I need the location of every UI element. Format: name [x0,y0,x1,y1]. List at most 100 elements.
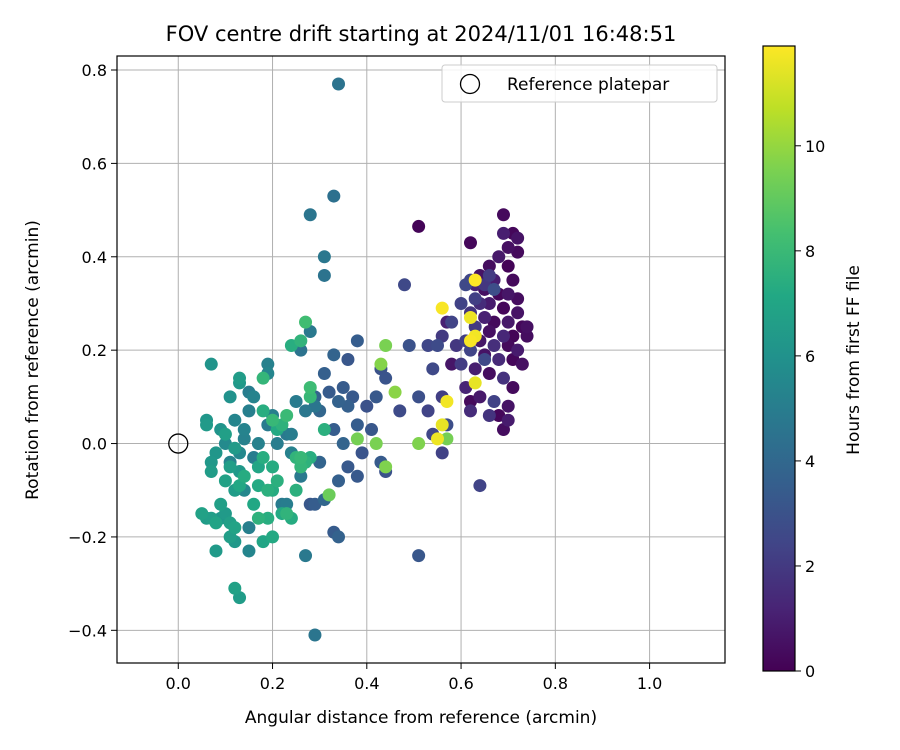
data-point [421,404,435,418]
plot-area-border [116,55,726,664]
data-point [501,315,515,329]
x-tick-label: 1.0 [637,674,662,693]
data-point [303,208,317,222]
data-point [195,507,209,521]
data-point [369,390,383,404]
data-point [501,287,515,301]
data-point [228,581,242,595]
data-point [511,306,525,320]
data-point [412,390,426,404]
data-point [482,367,496,381]
data-point [247,497,261,511]
data-point [445,315,459,329]
data-point [421,338,435,352]
data-point [242,521,256,535]
data-point [398,278,412,292]
data-point [322,385,336,399]
data-point [463,310,477,324]
data-point [242,404,256,418]
data-point [294,460,308,474]
data-point [204,357,218,371]
data-point [445,357,459,371]
data-point [482,259,496,273]
colorbar-gradient [762,45,796,672]
data-point [294,451,308,465]
legend: Reference platepar [441,64,718,103]
data-point [402,338,416,352]
data-point [388,385,402,399]
y-tick-label: 0.2 [82,341,107,360]
data-point [299,404,313,418]
data-point [496,329,510,343]
data-point [506,273,520,287]
legend-marker-reference [459,73,481,95]
data-point [454,357,468,371]
y-axis-ticks: −0.4 −0.2 0.0 0.2 0.4 0.6 0.8 [68,61,117,640]
data-point [317,367,331,381]
data-point [200,418,214,432]
data-point [332,474,346,488]
data-point [379,371,393,385]
data-point [256,451,270,465]
x-tick-label: 0.0 [166,674,191,693]
data-point [435,446,449,460]
x-tick-label: 0.4 [354,674,379,693]
data-point [496,226,510,240]
data-point [482,409,496,423]
colorbar: 0 2 4 6 8 10 Hours from first FF file [762,45,864,681]
colorbar-label: Hours from first FF file [844,265,864,455]
data-point [463,343,477,357]
data-point [496,208,510,222]
data-point [492,353,506,366]
data-point [501,240,515,254]
data-point [336,381,350,395]
data-point [261,357,275,371]
x-axis-label: Angular distance from reference (arcmin) [245,708,597,728]
data-point [440,432,454,446]
data-point [294,469,308,483]
data-point [350,418,364,432]
data-point [223,460,237,474]
data-point [299,315,313,329]
data-point [350,334,364,348]
data-point [228,413,242,427]
colorbar-tick-label: 8 [805,242,815,261]
legend-entry-reference-platepar: Reference platepar [507,75,669,95]
data-point [520,329,534,343]
data-point [218,474,232,488]
data-point [454,296,468,310]
x-axis-ticks: 0.0 0.2 0.4 0.6 0.8 1.0 [166,663,662,693]
data-point [435,418,449,432]
data-point [412,549,426,563]
data-point [303,390,317,404]
data-point [233,371,247,385]
data-point [478,353,492,366]
data-point [332,395,346,409]
data-point [412,219,426,233]
data-point [487,395,501,409]
data-point [327,348,341,362]
data-point [261,511,275,525]
data-point [496,301,510,315]
data-point [280,409,294,423]
data-point [501,259,515,273]
data-point [511,231,525,245]
data-point [266,530,280,544]
data-point [209,516,223,530]
data-point [463,334,477,348]
chart-title: FOV centre drift starting at 2024/11/01 … [166,22,677,46]
data-point [327,423,341,437]
y-axis-label: Rotation from reference (arcmin) [23,220,43,500]
data-point [482,324,496,338]
data-point [487,338,501,352]
data-point [322,488,336,502]
data-point [350,432,364,446]
data-point [261,483,275,497]
data-point [317,268,331,282]
data-point [478,310,492,324]
data-point [430,432,444,446]
data-point [327,189,341,203]
data-point [336,437,350,451]
data-point [463,236,477,250]
data-point [223,390,237,404]
